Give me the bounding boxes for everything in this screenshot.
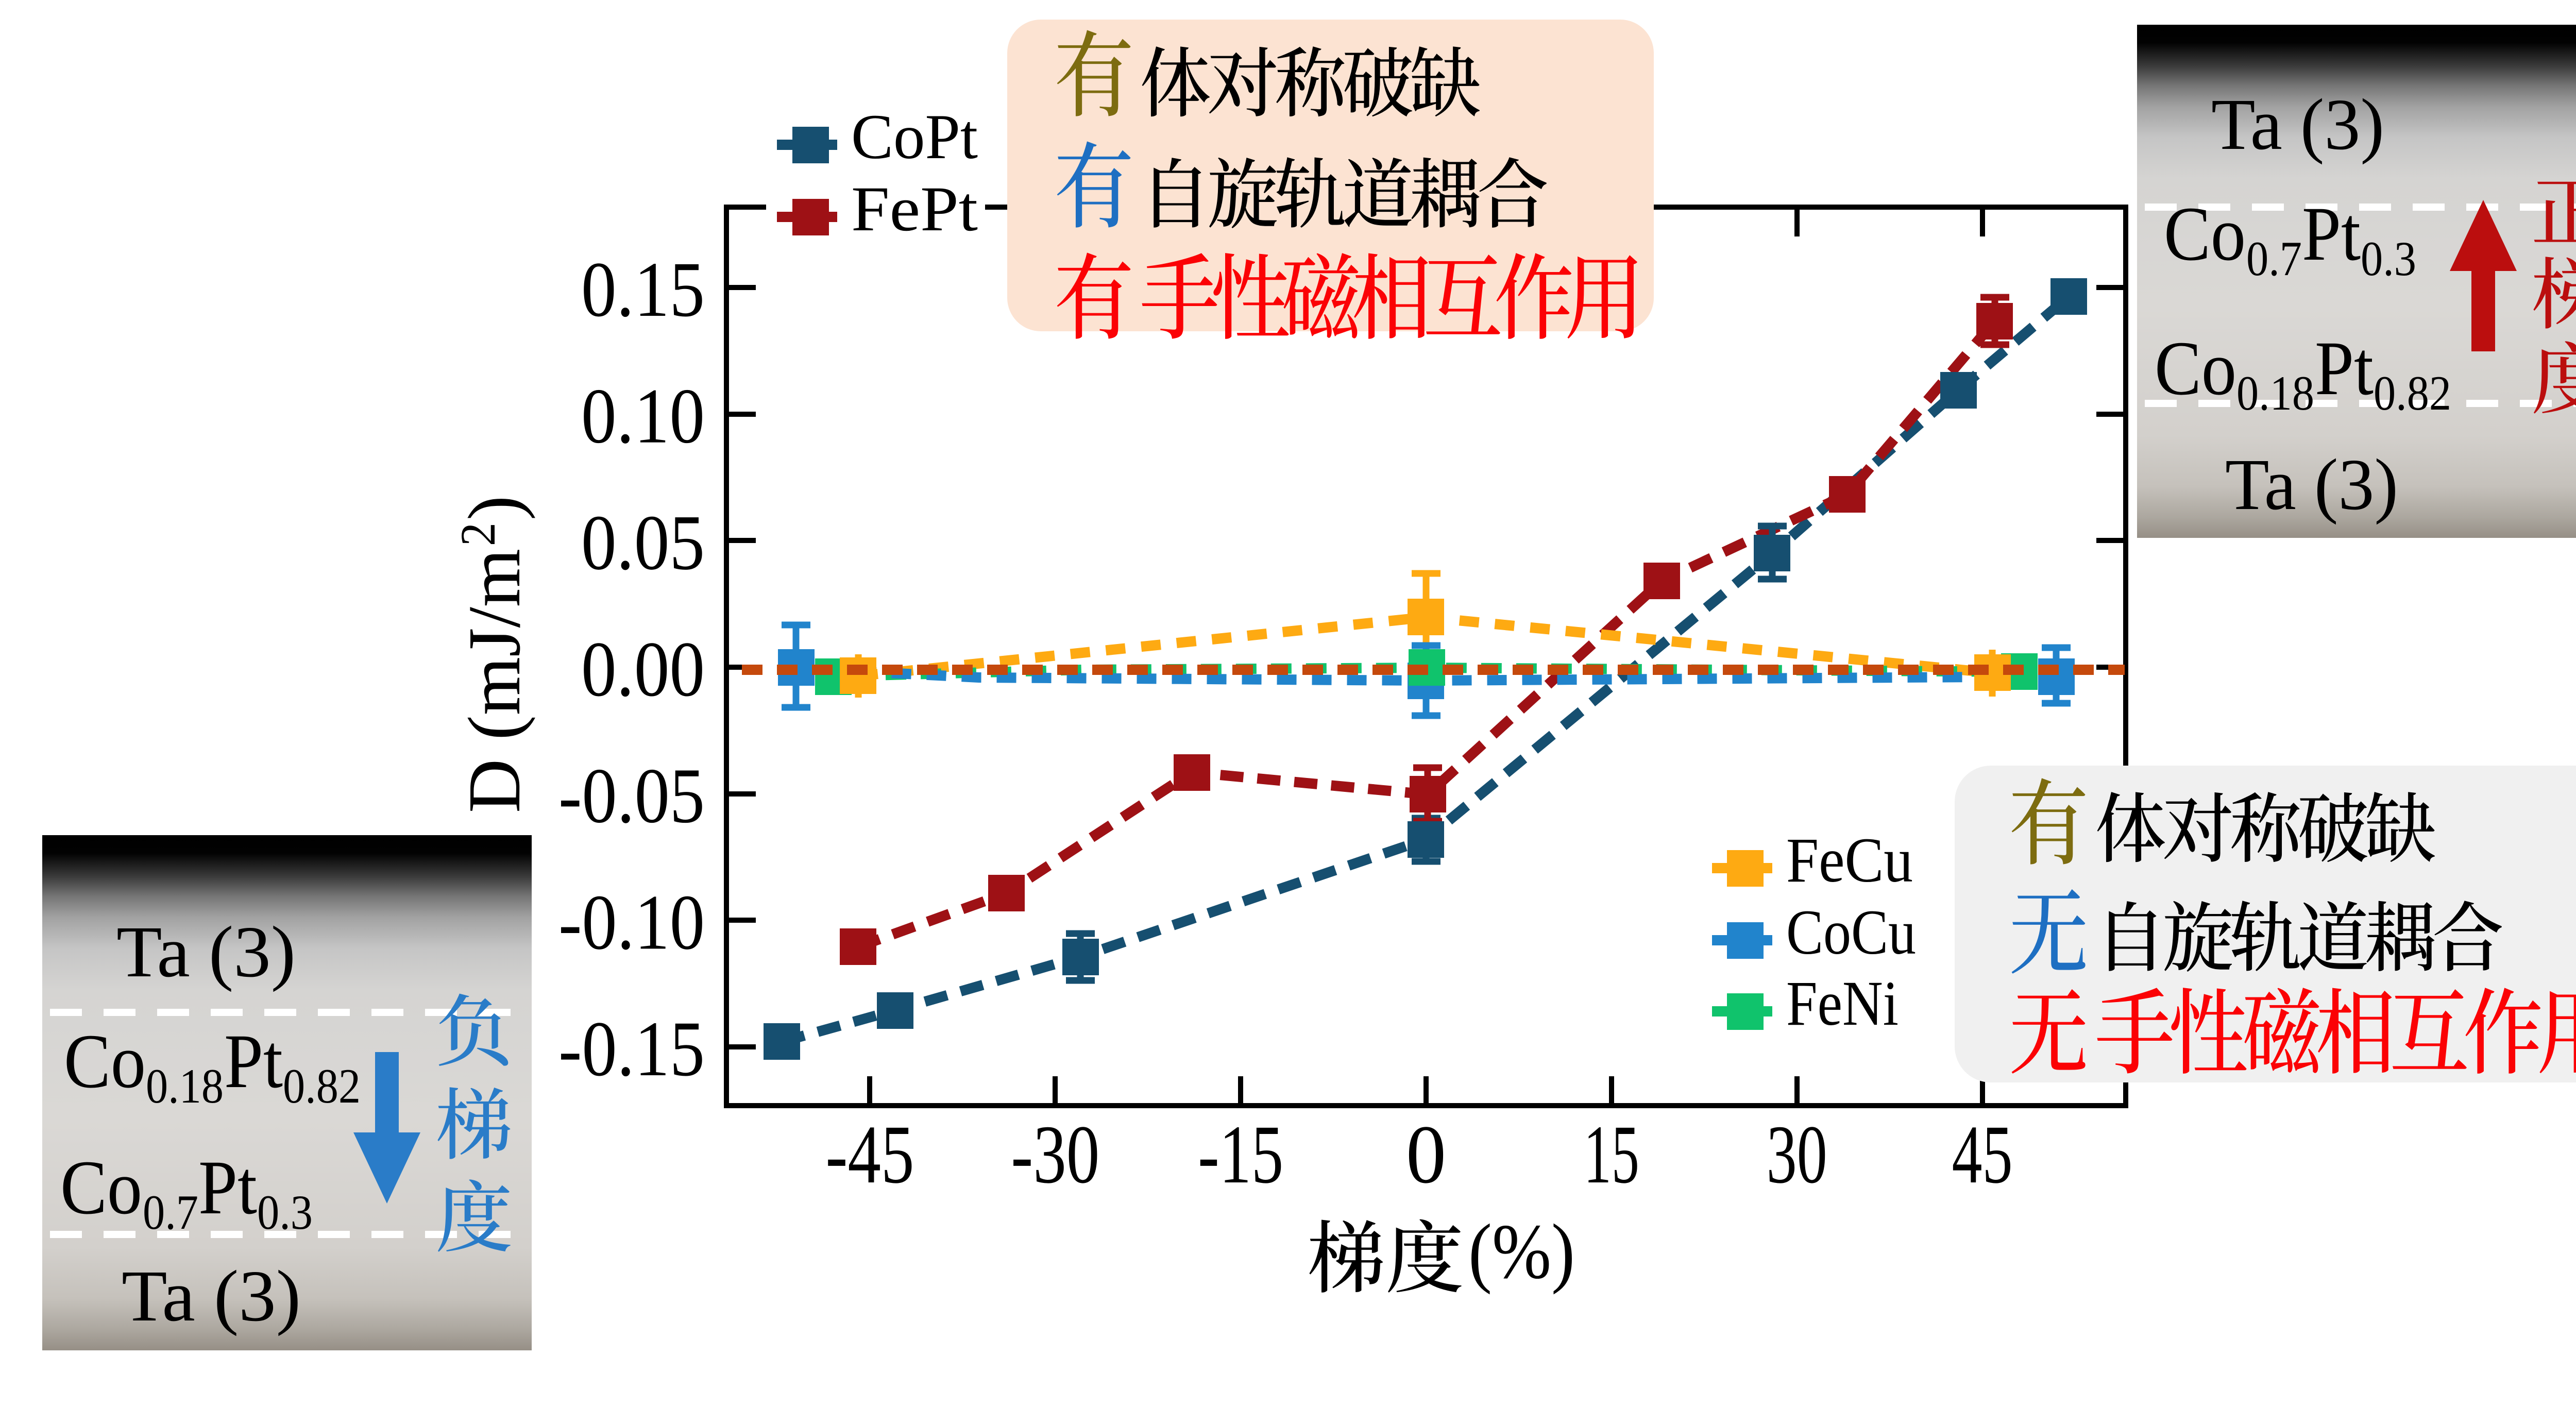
svg-text:Pt: Pt <box>224 1019 283 1104</box>
svg-text:(%): (%) <box>1468 1208 1575 1295</box>
svg-text:0.15: 0.15 <box>581 246 705 333</box>
svg-text:30: 30 <box>1767 1109 1827 1201</box>
svg-text:2: 2 <box>450 522 505 546</box>
svg-text:0.10: 0.10 <box>581 373 705 460</box>
svg-text:0.05: 0.05 <box>581 499 705 586</box>
svg-text:D (mJ/m: D (mJ/m <box>453 549 536 813</box>
svg-text:0.18: 0.18 <box>2236 366 2314 420</box>
svg-text:0.7: 0.7 <box>2246 231 2302 286</box>
svg-text:CoPt: CoPt <box>851 101 978 172</box>
svg-text:0.00: 0.00 <box>581 626 705 713</box>
svg-text:Ta (3): Ta (3) <box>116 911 296 992</box>
svg-text:-0.15: -0.15 <box>558 1006 705 1093</box>
svg-text:Co: Co <box>2164 191 2246 277</box>
svg-text:-15: -15 <box>1198 1109 1283 1201</box>
svg-text:Pt: Pt <box>2315 326 2374 411</box>
svg-text:Pt: Pt <box>198 1145 257 1230</box>
svg-text:15: 15 <box>1584 1109 1639 1201</box>
svg-text:-30: -30 <box>1011 1109 1099 1201</box>
svg-text:Ta (3): Ta (3) <box>2225 444 2398 525</box>
svg-text:Co: Co <box>60 1145 142 1230</box>
svg-text:): ) <box>453 496 536 520</box>
svg-text:Ta (3): Ta (3) <box>122 1255 301 1336</box>
svg-text:-0.10: -0.10 <box>558 879 705 966</box>
svg-text:-45: -45 <box>825 1109 914 1201</box>
svg-text:0: 0 <box>1406 1109 1446 1201</box>
svg-text:0.82: 0.82 <box>283 1059 361 1113</box>
svg-text:0.7: 0.7 <box>143 1185 198 1240</box>
svg-text:Pt: Pt <box>2302 191 2361 277</box>
svg-text:45: 45 <box>1952 1109 2013 1201</box>
svg-text:0.3: 0.3 <box>257 1185 313 1240</box>
svg-text:Co: Co <box>2155 326 2236 411</box>
svg-text:-0.05: -0.05 <box>558 753 705 840</box>
svg-text:FePt: FePt <box>851 174 978 244</box>
svg-text:0.82: 0.82 <box>2374 366 2451 420</box>
svg-text:0.18: 0.18 <box>146 1059 224 1113</box>
svg-text:CoCu: CoCu <box>1786 897 1916 968</box>
svg-text:Co: Co <box>64 1019 146 1104</box>
svg-text:FeNi: FeNi <box>1786 968 1899 1039</box>
svg-text:Ta (3): Ta (3) <box>2211 83 2384 165</box>
svg-text:0.3: 0.3 <box>2361 231 2416 286</box>
svg-text:FeCu: FeCu <box>1786 825 1913 895</box>
